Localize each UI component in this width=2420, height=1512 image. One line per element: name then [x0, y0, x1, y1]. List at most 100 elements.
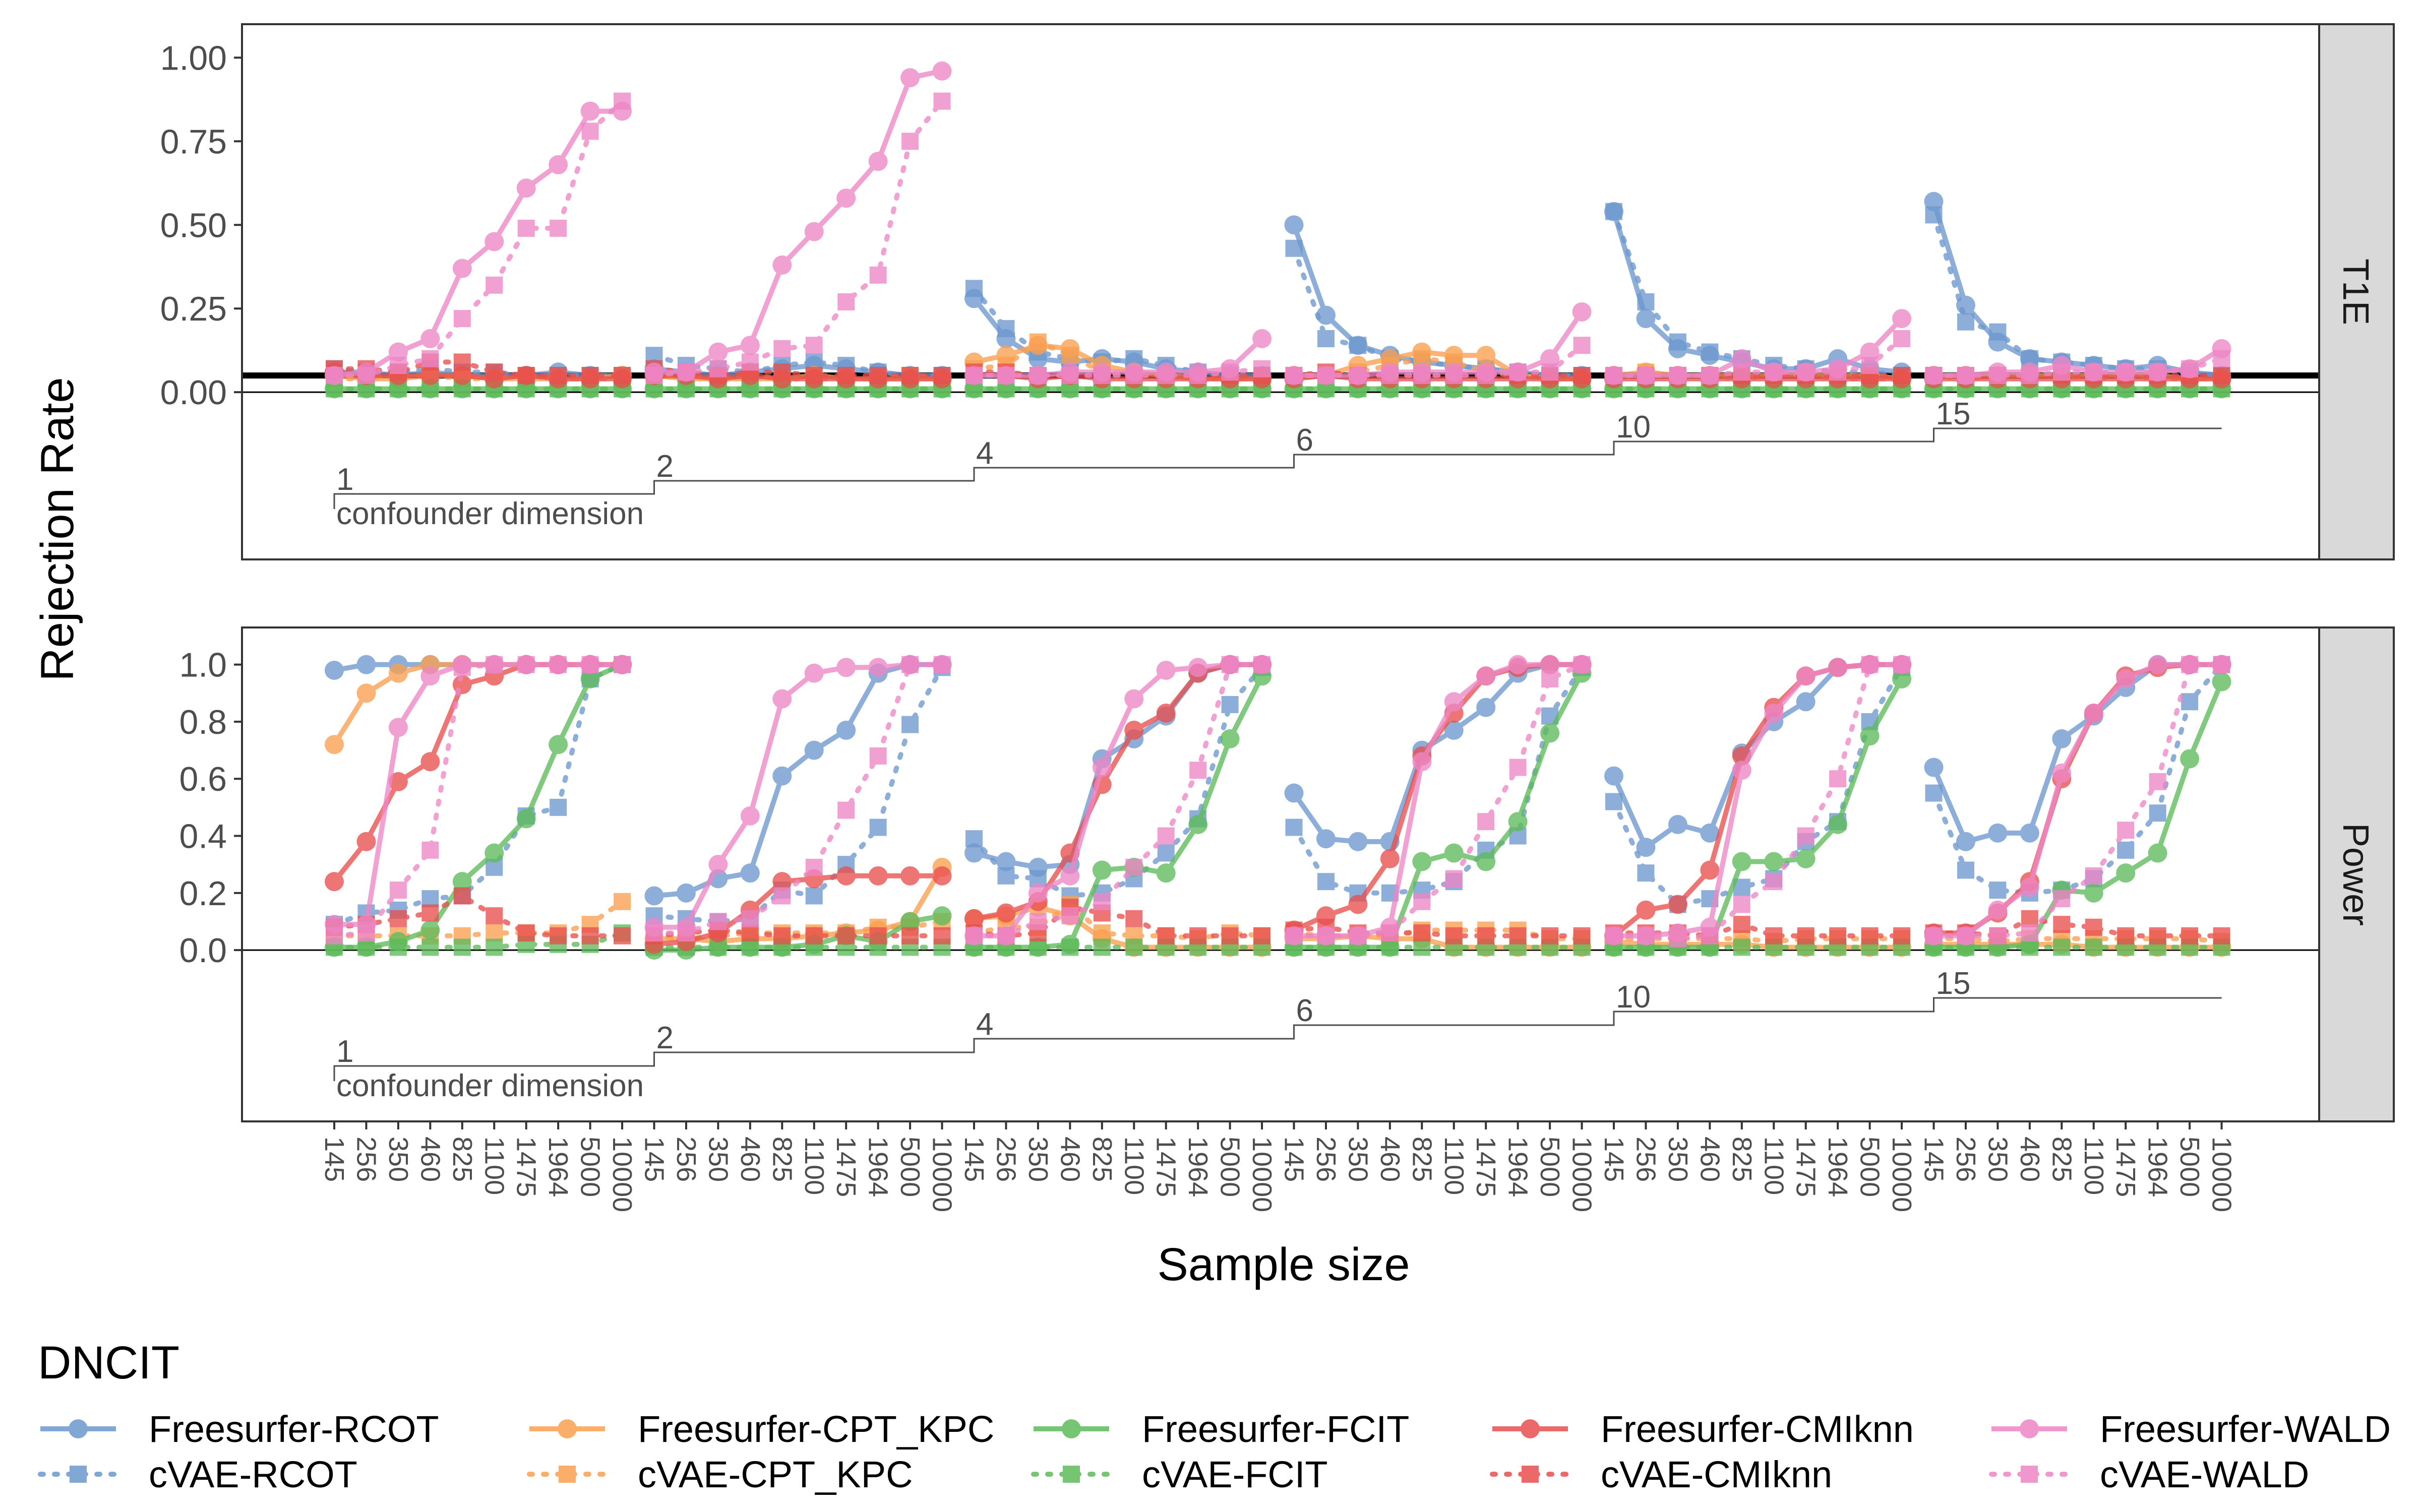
data-point	[486, 907, 503, 925]
data-point	[1572, 302, 1592, 322]
data-point	[1861, 357, 1879, 374]
data-point	[1732, 349, 1751, 368]
data-point	[1093, 366, 1111, 384]
data-point	[1701, 343, 1719, 361]
data-point	[2213, 350, 2230, 367]
data-point	[1796, 666, 1816, 686]
confounder-dimension-annotation: 1 2 4 6 10 15 confounder dimension	[333, 966, 2222, 1103]
data-point	[1604, 766, 1623, 786]
data-point	[1381, 924, 1399, 942]
data-point	[1829, 363, 1847, 381]
data-point	[1669, 930, 1686, 948]
series-freesurfer-fcit	[325, 655, 2231, 960]
data-point	[1893, 330, 1911, 347]
data-point	[452, 365, 472, 385]
series-line	[1291, 662, 1585, 938]
data-point	[2053, 916, 2071, 933]
data-point	[1733, 896, 1750, 913]
data-point	[1733, 363, 1750, 381]
data-point	[2213, 927, 2230, 944]
data-point	[356, 655, 376, 674]
x-tick-label: 350	[383, 1137, 413, 1182]
data-point	[1956, 832, 1975, 851]
data-point	[1444, 720, 1464, 740]
legend-label: Freesurfer-WALD	[2100, 1408, 2391, 1450]
x-tick-label: 825	[1727, 1137, 1757, 1182]
legend-item	[527, 1466, 608, 1483]
data-point	[804, 663, 824, 683]
facet-strip-label: T1E	[2335, 259, 2376, 325]
data-point	[1156, 703, 1176, 723]
x-tick-label: 460	[1695, 1137, 1725, 1182]
data-point	[1957, 861, 1974, 879]
series-line	[654, 662, 942, 930]
data-point	[1989, 366, 2007, 384]
data-point	[933, 92, 951, 110]
data-point	[1541, 927, 1559, 944]
data-point	[1253, 656, 1271, 673]
data-point	[581, 656, 599, 673]
data-point	[933, 927, 951, 944]
data-point	[581, 366, 599, 384]
data-point	[1156, 863, 1176, 883]
data-point	[1349, 337, 1367, 354]
data-point	[1957, 366, 1974, 384]
data-point	[1157, 827, 1175, 845]
data-point	[420, 329, 440, 348]
data-point	[1477, 813, 1495, 831]
data-point	[388, 663, 408, 683]
series-cvae-cpt_kpc	[326, 893, 2230, 951]
data-point	[2181, 360, 2199, 377]
x-tick-label: 145	[319, 1137, 349, 1182]
series-line	[654, 69, 943, 375]
data-point	[1124, 720, 1144, 740]
data-point	[517, 924, 535, 942]
data-point	[1157, 844, 1175, 862]
x-tick-label: 1964	[543, 1137, 573, 1197]
series-line	[974, 662, 1262, 921]
data-point	[1637, 864, 1655, 882]
data-point	[388, 772, 408, 791]
data-point	[1509, 927, 1527, 944]
data-point	[1348, 832, 1368, 851]
data-point	[805, 927, 823, 944]
data-point	[1188, 658, 1208, 677]
data-point	[805, 887, 823, 905]
legend-title: DNCIT	[38, 1337, 179, 1389]
data-point	[357, 366, 375, 384]
data-point	[1029, 913, 1047, 930]
x-tick-label: 10000	[1887, 1137, 1917, 1212]
series-line	[1931, 936, 2224, 944]
data-point	[773, 340, 791, 357]
data-point	[2020, 823, 2039, 843]
data-point	[1861, 927, 1879, 944]
data-point	[389, 357, 407, 374]
panel-border	[241, 626, 2320, 1122]
data-point	[356, 832, 376, 851]
data-point	[1349, 927, 1367, 944]
series-line	[651, 927, 945, 938]
legend-key-marker	[1521, 1419, 1540, 1438]
data-point	[997, 366, 1015, 384]
series-line	[974, 337, 1264, 378]
data-point	[2053, 890, 2071, 908]
data-point	[1189, 366, 1207, 384]
data-point	[1924, 758, 1944, 777]
data-point	[805, 858, 823, 876]
series-line	[332, 662, 625, 938]
series-line	[1291, 245, 1585, 378]
data-point	[1093, 938, 1111, 956]
data-point	[741, 353, 759, 371]
data-point	[1445, 927, 1463, 944]
confounder-dimension-annotation: 1 2 4 6 10 15 confounder dimension	[333, 397, 2222, 531]
data-point	[2180, 749, 2200, 769]
data-point	[740, 806, 760, 826]
series-line	[651, 665, 945, 924]
facet-strip	[2318, 23, 2395, 560]
data-point	[1988, 900, 2008, 920]
data-point	[2052, 729, 2072, 748]
data-point	[486, 363, 503, 381]
data-point	[2212, 672, 2231, 691]
data-point	[1412, 752, 1432, 772]
data-point	[2149, 773, 2166, 790]
